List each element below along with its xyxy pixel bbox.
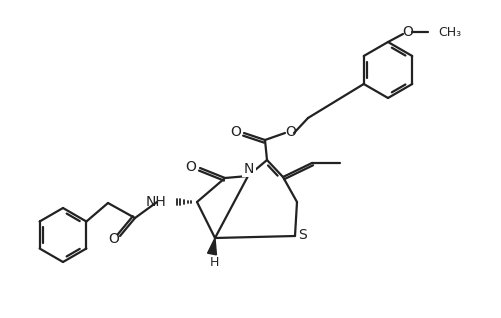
Polygon shape (207, 238, 216, 255)
Text: N: N (243, 162, 254, 176)
Text: O: O (230, 125, 241, 139)
Text: H: H (209, 257, 218, 269)
Text: O: O (285, 125, 296, 139)
Text: O: O (108, 232, 119, 246)
Text: CH₃: CH₃ (437, 25, 460, 38)
Text: O: O (402, 25, 413, 39)
Text: NH: NH (145, 195, 166, 209)
Text: S: S (298, 228, 307, 242)
Text: O: O (185, 160, 196, 174)
